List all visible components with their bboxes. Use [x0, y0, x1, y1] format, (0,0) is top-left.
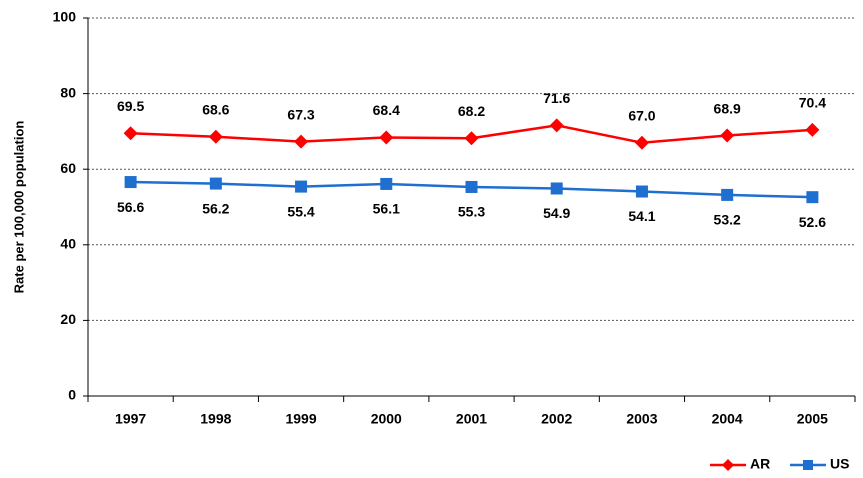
y-tick-label: 60: [60, 160, 76, 176]
data-label: 53.2: [714, 212, 741, 228]
data-label: 56.2: [202, 200, 229, 216]
marker: [208, 129, 223, 144]
data-label: 52.6: [799, 214, 826, 230]
x-tick-label: 2001: [456, 411, 487, 427]
data-label: 68.9: [714, 100, 741, 116]
marker: [720, 128, 735, 143]
y-axis-title: Rate per 100,000 population: [11, 121, 26, 294]
marker: [721, 188, 734, 201]
data-label: 55.4: [287, 203, 314, 219]
data-label: 54.9: [543, 205, 570, 221]
legend-label: AR: [750, 456, 770, 472]
marker: [209, 177, 222, 190]
x-tick-label: 2002: [541, 411, 572, 427]
data-label: 54.1: [628, 208, 655, 224]
data-label: 68.2: [458, 103, 485, 119]
data-label: 55.3: [458, 204, 485, 220]
data-label: 56.6: [117, 199, 144, 215]
legend-label: US: [830, 456, 849, 472]
x-tick-label: 2005: [797, 411, 828, 427]
data-label: 56.1: [373, 201, 400, 217]
marker: [549, 118, 564, 133]
y-tick-label: 20: [60, 311, 76, 327]
marker: [806, 191, 819, 204]
marker: [635, 185, 648, 198]
y-tick-label: 80: [60, 84, 76, 100]
marker: [124, 176, 137, 189]
data-label: 68.4: [373, 102, 400, 118]
marker: [550, 182, 563, 195]
x-tick-label: 2000: [371, 411, 402, 427]
marker: [805, 122, 820, 137]
y-tick-label: 100: [53, 9, 77, 25]
y-tick-label: 40: [60, 236, 76, 252]
marker: [294, 134, 309, 149]
legend-marker: [803, 460, 813, 470]
x-tick-label: 2004: [712, 411, 743, 427]
data-label: 70.4: [799, 95, 826, 111]
legend-marker: [722, 459, 734, 471]
x-tick-label: 2003: [626, 411, 657, 427]
data-label: 71.6: [543, 90, 570, 106]
marker: [380, 177, 393, 190]
marker: [295, 180, 308, 193]
x-tick-label: 1997: [115, 411, 146, 427]
data-label: 67.3: [287, 106, 314, 122]
marker: [464, 131, 479, 146]
data-label: 68.6: [202, 101, 229, 117]
marker: [465, 180, 478, 193]
marker: [634, 135, 649, 150]
marker: [379, 130, 394, 145]
x-tick-label: 1998: [200, 411, 231, 427]
x-tick-label: 1999: [285, 411, 316, 427]
marker: [123, 126, 138, 141]
data-label: 67.0: [628, 107, 655, 123]
data-label: 69.5: [117, 98, 144, 114]
y-tick-label: 0: [68, 387, 76, 403]
